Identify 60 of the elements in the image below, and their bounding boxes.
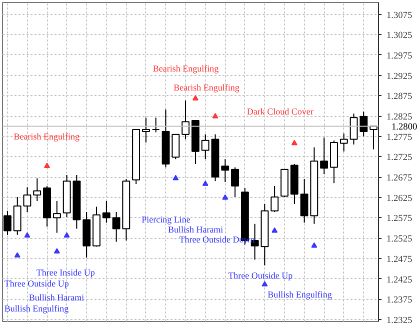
point	[192, 95, 198, 100]
candlestick	[221, 158, 230, 182]
point	[64, 232, 70, 238]
annotation: Three Inside Up	[36, 267, 96, 278]
point	[24, 232, 30, 238]
annotation: Bearish Engulfing	[14, 131, 80, 142]
point	[202, 180, 208, 186]
point	[262, 281, 268, 286]
point	[272, 227, 278, 233]
y-tick-label: 1.2925	[386, 72, 412, 82]
point	[44, 162, 50, 168]
candlestick	[320, 137, 328, 175]
annotation: Bullish Harami	[28, 292, 85, 303]
annotation: Three Outside Up	[4, 278, 70, 289]
y-tick-label: 1.2575	[386, 214, 412, 224]
annotation: Bullish Harami	[168, 224, 224, 235]
annotation: Piercing Line	[142, 214, 190, 224]
y-tick-label: 1.2975	[386, 51, 412, 62]
annotation: Three Outside Up	[228, 270, 294, 281]
candlestick	[350, 113, 358, 146]
y-tick-label: 1.3025	[386, 31, 412, 42]
candlestick	[201, 134, 210, 160]
y-tick-label: 1.2625	[386, 194, 412, 204]
candlestick	[360, 111, 368, 137]
candlestick	[340, 133, 348, 152]
point	[222, 194, 228, 200]
point	[172, 174, 179, 180]
candlestick	[182, 100, 190, 140]
annotation: Bullish Engulfing	[4, 303, 70, 314]
ref-line-label: 1.2800	[392, 122, 418, 133]
candlestick	[152, 117, 160, 133]
y-tick-label: 1.2775	[386, 132, 412, 143]
candlestick	[33, 178, 42, 202]
y-tick-label: 1.2425	[386, 275, 412, 286]
point	[311, 242, 318, 248]
candlestick	[3, 210, 12, 236]
candlestick	[142, 117, 150, 143]
candlestick	[231, 166, 239, 198]
y-tick-label: 1.2725	[386, 153, 412, 164]
candlestick	[102, 200, 110, 224]
y-tick-label: 1.2375	[386, 296, 412, 306]
point	[291, 140, 298, 146]
y-tick-label: 1.2875	[386, 92, 412, 102]
y-tick-label: 1.2525	[386, 234, 412, 245]
annotation: Bullish Engulfing	[268, 289, 332, 300]
candlestick	[52, 200, 61, 234]
candlestick	[23, 186, 32, 213]
y-tick-label: 1.2825	[386, 112, 412, 123]
point	[14, 252, 20, 258]
point	[54, 248, 60, 254]
point	[212, 113, 218, 118]
candlestick	[172, 134, 180, 160]
y-tick-label: 1.2325	[386, 316, 412, 323]
annotation: Bearish Engulfing	[174, 82, 240, 92]
candlestick	[270, 186, 279, 213]
y-tick-label: 1.2675	[386, 174, 412, 184]
annotation: Bearish Engulfing	[152, 64, 220, 74]
y-tick-label: 1.3075	[386, 10, 412, 21]
y-tick-label: 1.2475	[386, 254, 412, 265]
annotation: Dark Cloud Cover	[246, 106, 314, 117]
